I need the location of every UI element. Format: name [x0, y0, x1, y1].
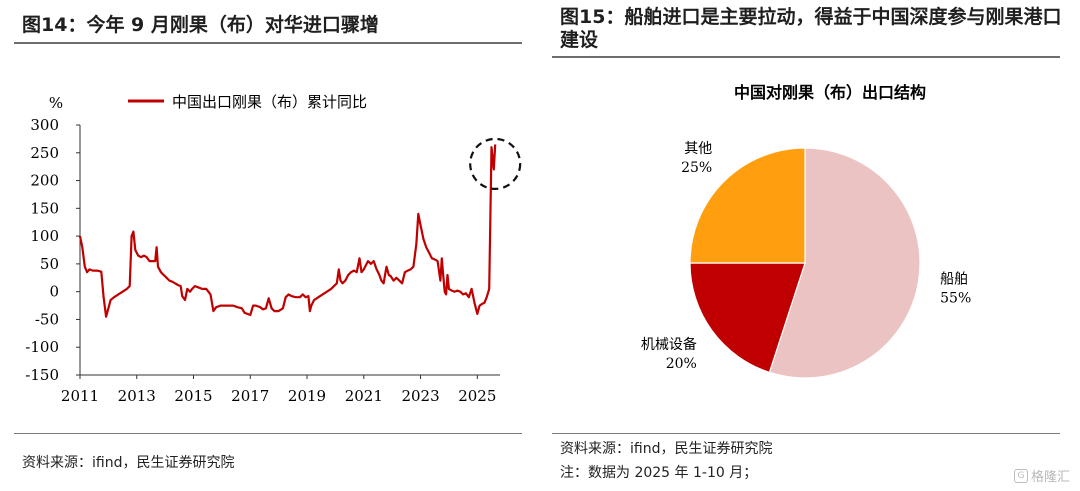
right-note-text: 注：数据为 2025 年 1-10 月； — [560, 465, 758, 481]
left-source-text: 资料来源：ifind，民生证券研究院 — [22, 455, 235, 471]
y-tick-label: -100 — [25, 338, 59, 356]
slice-label: 其他 — [684, 141, 712, 157]
x-tick-label: 2017 — [231, 387, 269, 405]
x-tick-label: 2015 — [174, 387, 212, 405]
slice-value-label: 25% — [681, 160, 712, 176]
y-tick-label: 150 — [30, 199, 59, 217]
y-axis-unit-label: % — [49, 94, 63, 112]
x-tick-label: 2021 — [345, 387, 383, 405]
right-figure-title: 图15：船舶进口是主要拉动，得益于中国深度参与刚果港口建设 — [560, 6, 1062, 51]
left-title-rule — [14, 42, 522, 44]
y-tick-label: 200 — [30, 172, 59, 190]
right-title-rule — [552, 56, 1060, 58]
x-tick-label: 2019 — [288, 387, 326, 405]
left-figure-title: 图14：今年 9 月刚果（布）对华进口骤增 — [22, 14, 379, 36]
x-tick-label: 2023 — [401, 387, 439, 405]
watermark: G 格隆汇 — [1013, 466, 1070, 485]
y-tick-label: 300 — [30, 116, 59, 134]
pie-title: 中国对刚果（布）出口结构 — [734, 83, 926, 102]
y-tick-label: 0 — [49, 283, 59, 301]
series-line — [78, 144, 497, 318]
y-tick-label: -150 — [25, 366, 59, 384]
slice-label: 机械设备 — [641, 336, 697, 353]
y-tick-label: 250 — [30, 144, 59, 162]
legend-label: 中国出口刚果（布）累计同比 — [172, 93, 367, 111]
y-tick-label: -50 — [35, 310, 59, 328]
pie-slice — [689, 147, 806, 264]
x-tick-label: 2025 — [458, 387, 496, 405]
slice-label: 船舶 — [940, 272, 968, 288]
highlight-circle — [469, 137, 522, 190]
y-tick-label: 50 — [40, 255, 59, 273]
x-tick-label: 2011 — [61, 387, 99, 405]
gelonghui-logo-icon: G — [1013, 468, 1028, 483]
slice-value-label: 55% — [940, 291, 971, 307]
pie-slice — [689, 262, 806, 374]
left-source-rule — [14, 433, 522, 434]
right-source-text: 资料来源：ifind，民生证券研究院 — [560, 441, 773, 457]
slice-value-label: 20% — [666, 356, 697, 372]
right-source-rule — [552, 433, 1060, 434]
pie-slice — [768, 147, 921, 379]
watermark-text: 格隆汇 — [1030, 470, 1070, 485]
x-tick-label: 2013 — [118, 387, 156, 405]
y-tick-label: 100 — [30, 227, 59, 245]
